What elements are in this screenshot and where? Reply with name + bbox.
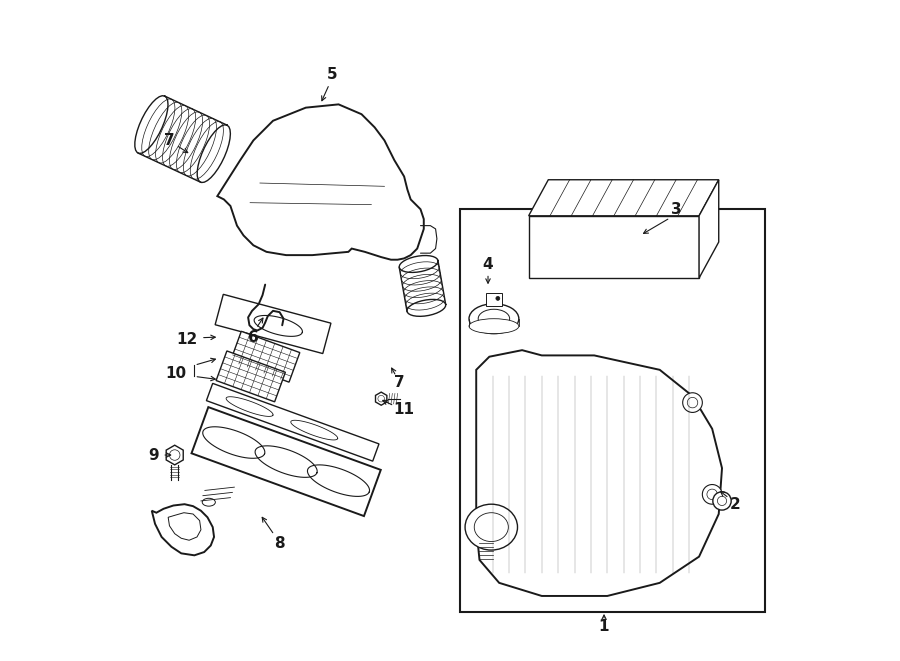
Text: 7: 7 [164, 133, 175, 148]
Polygon shape [168, 513, 201, 540]
Polygon shape [152, 504, 214, 555]
Ellipse shape [713, 492, 731, 510]
Polygon shape [215, 294, 331, 354]
Ellipse shape [469, 304, 518, 334]
Text: 12: 12 [176, 332, 197, 346]
Text: 5: 5 [327, 67, 338, 83]
Ellipse shape [465, 504, 518, 550]
Polygon shape [486, 293, 502, 306]
Polygon shape [217, 104, 424, 260]
Polygon shape [166, 446, 184, 465]
Text: 7: 7 [393, 375, 404, 391]
Bar [460, 210, 765, 612]
Text: 1: 1 [598, 619, 609, 635]
Polygon shape [216, 351, 285, 402]
Text: 3: 3 [670, 202, 681, 217]
Ellipse shape [469, 319, 518, 334]
Polygon shape [230, 331, 300, 382]
Text: 4: 4 [482, 257, 493, 272]
Ellipse shape [202, 498, 215, 506]
Polygon shape [192, 407, 381, 516]
Polygon shape [476, 350, 722, 596]
Text: 11: 11 [393, 402, 415, 416]
Ellipse shape [474, 513, 508, 541]
Polygon shape [528, 180, 719, 215]
Text: 6: 6 [248, 330, 258, 344]
Ellipse shape [496, 296, 500, 300]
Text: 10: 10 [166, 366, 186, 381]
Ellipse shape [478, 309, 509, 328]
Polygon shape [699, 180, 719, 278]
Text: 8: 8 [274, 536, 285, 551]
Text: 9: 9 [148, 447, 159, 463]
Ellipse shape [702, 485, 722, 504]
Polygon shape [528, 215, 699, 278]
Polygon shape [375, 392, 387, 405]
Text: 2: 2 [730, 496, 741, 512]
Ellipse shape [683, 393, 702, 412]
Polygon shape [206, 383, 379, 461]
